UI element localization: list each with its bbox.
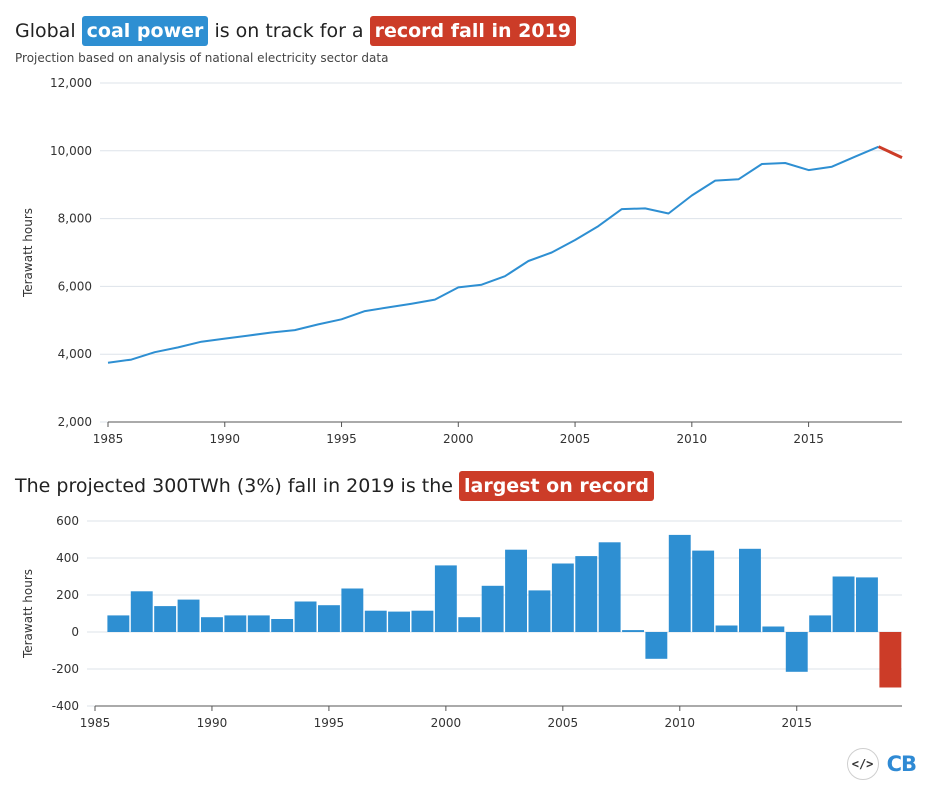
line-chart-y-axis-label: Terawatt hours — [21, 208, 35, 298]
bar-2011 — [692, 550, 715, 632]
line-chart-y-tick-label: 10,000 — [50, 144, 92, 158]
bar-chart-x-tick-label: 2010 — [665, 716, 696, 730]
bar-chart-x-tick-label: 1995 — [314, 716, 345, 730]
title-text-middle: is on track for a — [214, 19, 364, 42]
bar-2018 — [856, 577, 878, 632]
title-highlight-coal-power: coal power — [81, 15, 209, 46]
bar-2013 — [739, 548, 761, 633]
bar-1999 — [411, 610, 434, 632]
bar-2019 — [879, 632, 902, 688]
bar-2010 — [668, 534, 691, 632]
bar-2003 — [505, 549, 527, 632]
line-chart-y-tick-label: 12,000 — [50, 76, 92, 90]
line-chart-x-tick-label: 2010 — [677, 432, 708, 446]
line-chart-y-tick-label: 8,000 — [58, 212, 92, 226]
bar-1991 — [224, 615, 247, 632]
bar-2006 — [575, 556, 598, 632]
bar-chart-x-tick-label: 2000 — [431, 716, 462, 730]
line-chart-y-tick-label: 2,000 — [58, 415, 92, 429]
bar-2004 — [528, 590, 551, 632]
bar-1995 — [318, 605, 340, 632]
bar-2012 — [715, 625, 738, 632]
bar-chart-y-tick-label: 200 — [56, 588, 79, 602]
bar-1994 — [294, 601, 317, 632]
footer: </> CB — [846, 748, 917, 780]
coal-generation-line — [107, 145, 879, 364]
bar-2002 — [481, 585, 504, 633]
bar-2014 — [762, 626, 785, 632]
line-chart-x-tick-label: 2000 — [443, 432, 474, 446]
bar-2009 — [645, 632, 668, 659]
line-chart-y-tick-label: 4,000 — [58, 347, 92, 361]
title-highlight-record-fall: record fall in 2019 — [369, 15, 577, 46]
bar-1988 — [154, 606, 177, 632]
bar-2005 — [551, 563, 574, 632]
embed-code-icon[interactable]: </> — [846, 748, 879, 780]
bar-chart-y-tick-label: 0 — [71, 625, 79, 639]
bar-2000 — [434, 565, 457, 632]
bar-2015 — [785, 632, 808, 672]
main-title: Global coal power is on track for a reco… — [15, 15, 577, 46]
bar-chart-y-axis-label: Terawatt hours — [21, 569, 35, 659]
bar-chart-y-tick-label: -200 — [52, 662, 79, 676]
line-chart-x-tick-label: 1990 — [209, 432, 240, 446]
bar-1986 — [107, 615, 130, 632]
second-title-text: The projected 300TWh (3%) fall in 2019 i… — [15, 474, 453, 497]
bar-chart-x-tick-label: 2015 — [781, 716, 812, 730]
bar-chart-y-tick-label: 400 — [56, 551, 79, 565]
line-chart-x-tick-label: 1995 — [326, 432, 357, 446]
bar-chart-y-tick-label: 600 — [56, 514, 79, 528]
bar-1992 — [247, 615, 270, 632]
bar-1993 — [271, 619, 294, 632]
line-chart-x-tick-label: 2005 — [560, 432, 591, 446]
bar-1998 — [388, 611, 410, 632]
bar-chart-y-tick-label: -400 — [52, 699, 79, 713]
bar-1997 — [364, 610, 387, 632]
bar-2016 — [809, 615, 832, 632]
bar-1990 — [201, 617, 223, 632]
bar-1989 — [177, 599, 200, 632]
bar-2001 — [458, 617, 481, 632]
projection-2019-line — [877, 145, 903, 159]
bar-chart-x-tick-label: 1990 — [197, 716, 228, 730]
carbon-brief-logo: CB — [886, 752, 917, 776]
bar-1987 — [130, 591, 153, 632]
subtitle: Projection based on analysis of national… — [15, 51, 389, 65]
bar-chart-x-tick-label: 1985 — [80, 716, 111, 730]
bar-chart-x-tick-label: 2005 — [548, 716, 579, 730]
bar-2008 — [622, 630, 644, 632]
bar-1996 — [341, 588, 364, 632]
title-text-start: Global — [15, 19, 76, 42]
line-chart-x-tick-label: 2015 — [793, 432, 824, 446]
second-chart-title: The projected 300TWh (3%) fall in 2019 i… — [15, 470, 654, 501]
bar-2007 — [598, 542, 621, 632]
second-title-highlight: largest on record — [458, 470, 654, 501]
bar-2017 — [832, 576, 855, 632]
line-chart-y-tick-label: 6,000 — [58, 279, 92, 293]
line-chart-x-tick-label: 1985 — [93, 432, 124, 446]
